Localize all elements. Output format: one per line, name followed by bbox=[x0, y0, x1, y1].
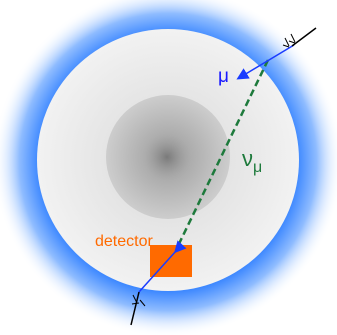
muon-label: μ bbox=[218, 66, 229, 87]
detector-label: detector bbox=[95, 233, 153, 250]
incoming-line bbox=[292, 28, 316, 46]
neutrino-subscript: μ bbox=[253, 159, 262, 176]
core bbox=[143, 133, 191, 181]
neutrino-symbol: ν bbox=[242, 146, 253, 171]
page: μ νμ detector (() => { const data = JSON… bbox=[0, 0, 337, 335]
diagram: μ νμ detector bbox=[0, 0, 337, 335]
